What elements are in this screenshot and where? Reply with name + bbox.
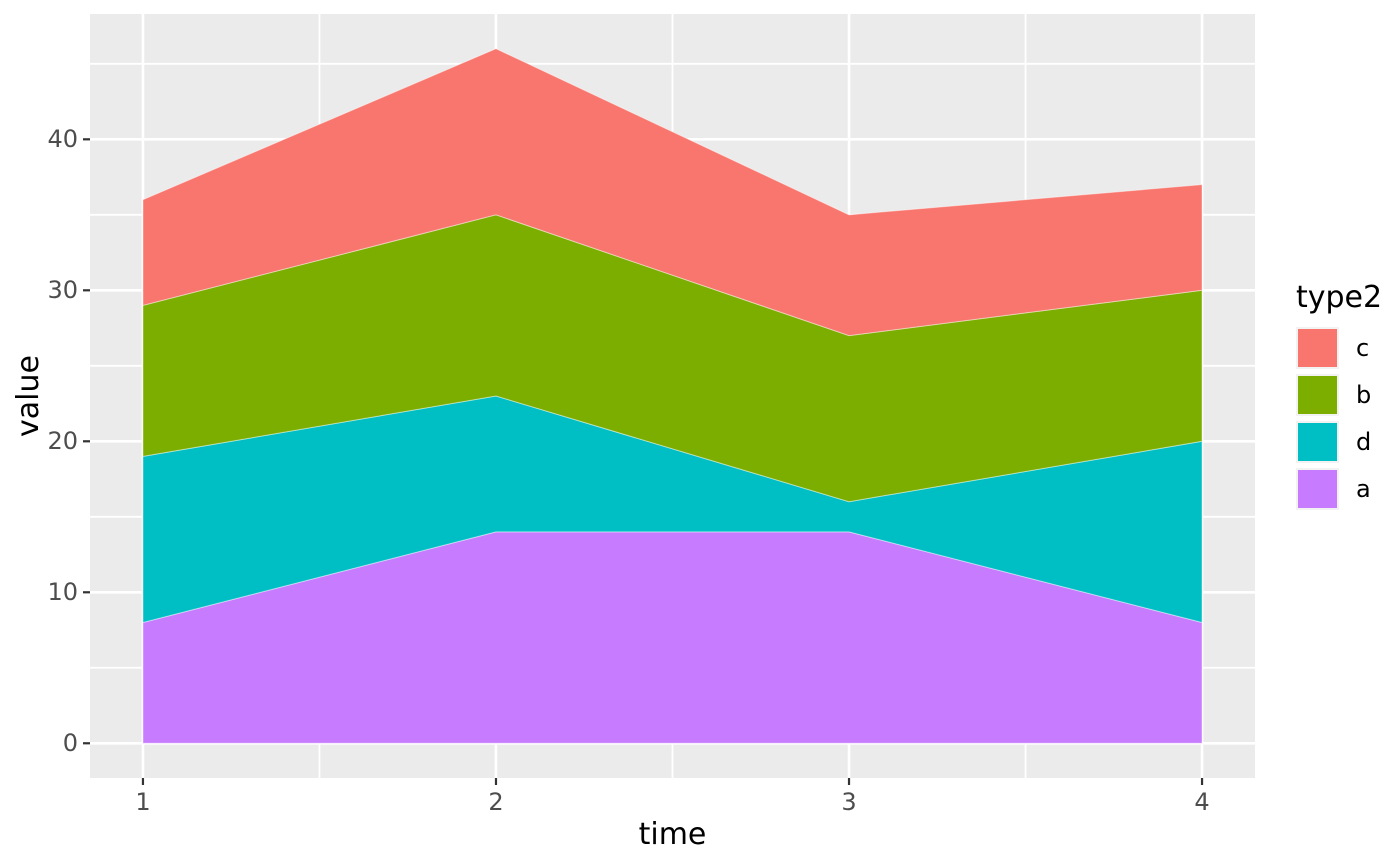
legend-label-a: a	[1356, 475, 1371, 503]
legend-item-d: d	[1296, 421, 1400, 463]
y-tick-label-40: 40	[47, 125, 78, 153]
legend-swatch-b	[1296, 374, 1339, 416]
x-tick-label-4: 4	[1194, 788, 1210, 816]
legend-label-c: c	[1356, 334, 1370, 362]
y-tick-label-20: 20	[47, 427, 78, 455]
x-tick-label-3: 3	[841, 788, 857, 816]
legend-item-b: b	[1296, 374, 1400, 416]
legend-title: type2	[1296, 280, 1383, 315]
legend-items: c b d a	[1296, 327, 1400, 510]
x-axis-title: time	[638, 817, 707, 852]
legend-label-b: b	[1356, 381, 1372, 409]
y-axis-title: value	[11, 355, 46, 437]
x-tick-label-2: 2	[488, 788, 504, 816]
legend-swatch-c	[1296, 327, 1339, 369]
x-tick-label-1: 1	[135, 788, 151, 816]
legend-swatch-a	[1296, 468, 1339, 510]
legend-item-c: c	[1296, 327, 1400, 369]
legend-item-a: a	[1296, 468, 1400, 510]
area-series-c	[142, 48, 1203, 337]
y-tick-label-0: 0	[62, 729, 78, 757]
legend-swatch-d	[1296, 421, 1339, 463]
y-tick-label-30: 30	[47, 276, 78, 304]
legend: type2 c b d a	[1296, 280, 1400, 515]
y-tick-label-10: 10	[47, 578, 78, 606]
legend-label-d: d	[1356, 428, 1372, 456]
